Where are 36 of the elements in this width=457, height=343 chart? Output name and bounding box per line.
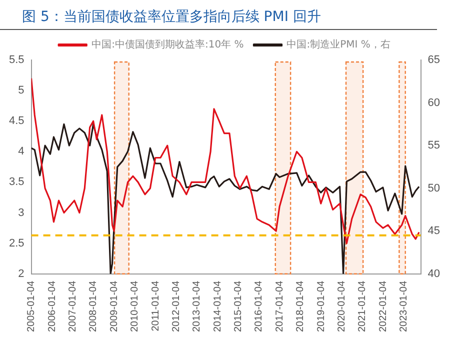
x-tick-label: 2022-01-04: [378, 280, 389, 332]
x-tick-label: 2013-01-04: [192, 280, 203, 332]
x-tick-label: 2018-01-04: [295, 280, 306, 332]
x-tick-label: 2006-01-04: [46, 280, 58, 332]
y2-tick-label: 50: [428, 182, 440, 194]
y-tick-label: 4: [18, 146, 24, 158]
legend-label: 中国:制造业PMI %，右: [286, 38, 390, 51]
x-tick-label: 2021-01-04: [357, 280, 368, 332]
y2-tick-label: 55: [428, 140, 440, 152]
y2-tick-label: 60: [428, 96, 440, 109]
x-tick-label: 2012-01-04: [170, 280, 182, 332]
x-tick-label: 2020-01-04: [336, 280, 348, 332]
y-tick-label: 2.5: [8, 237, 24, 250]
x-tick-label: 2011-01-04: [150, 280, 162, 332]
legend-label: 中国:中债国债到期收益率:10年 %: [92, 38, 244, 51]
y2-tick-label: 40: [428, 268, 440, 280]
y2-tick-label: 65: [428, 54, 440, 66]
x-tick-label: 2009-01-04: [108, 280, 120, 332]
x-tick-label: 2023-01-04: [398, 280, 410, 332]
y-tick-label: 5: [18, 84, 24, 97]
y-tick-label: 3.5: [8, 176, 24, 188]
chart-title: 图 5：当前国债收益率位置多指向后续 PMI 回升: [0, 0, 437, 30]
x-tick-label: 2017-01-04: [274, 280, 286, 332]
x-tick-label: 2007-01-04: [68, 280, 79, 332]
x-tick-label: 2016-01-04: [254, 280, 265, 332]
y-tick-label: 2: [18, 268, 24, 280]
x-tick-label: 2019-01-04: [316, 280, 327, 332]
y-tick-label: 5.5: [8, 54, 24, 66]
x-tick-label: 2008-01-04: [88, 280, 100, 332]
y2-tick-label: 45: [428, 225, 440, 238]
x-tick-label: 2015-01-04: [233, 280, 244, 332]
x-tick-label: 2005-01-04: [26, 280, 38, 332]
x-tick-label: 2010-01-04: [130, 280, 141, 332]
x-tick-label: 2014-01-04: [212, 280, 224, 332]
y-tick-label: 4.5: [8, 115, 24, 128]
y-tick-label: 3: [18, 206, 24, 219]
